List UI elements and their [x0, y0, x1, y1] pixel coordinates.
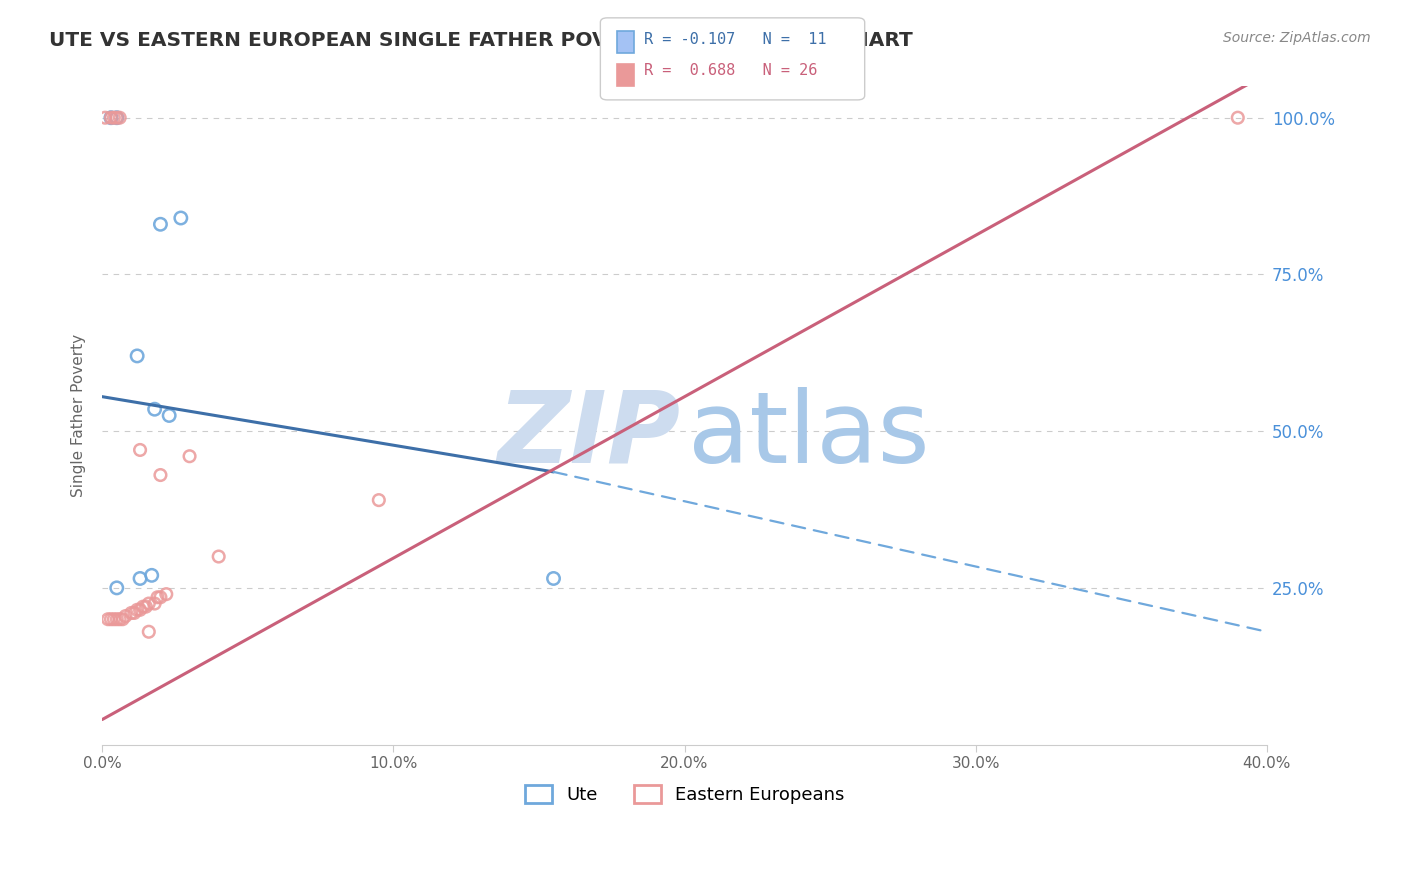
Point	[138, 624, 160, 639]
Point	[127, 349, 149, 363]
Point	[367, 493, 389, 508]
Text: UTE VS EASTERN EUROPEAN SINGLE FATHER POVERTY CORRELATION CHART: UTE VS EASTERN EUROPEAN SINGLE FATHER PO…	[49, 31, 912, 50]
Point	[100, 612, 122, 626]
Point	[135, 599, 157, 614]
Point	[103, 111, 125, 125]
Point	[543, 572, 565, 586]
Text: atlas: atlas	[688, 387, 929, 483]
Point	[1226, 111, 1249, 125]
Point	[149, 468, 172, 483]
Point	[122, 606, 145, 620]
Point	[111, 612, 134, 626]
Text: R = -0.107   N =  11: R = -0.107 N = 11	[644, 32, 827, 46]
Point	[132, 599, 155, 614]
Point	[138, 597, 160, 611]
Point	[105, 581, 128, 595]
Point	[179, 449, 201, 463]
Text: R =  0.688   N = 26: R = 0.688 N = 26	[644, 63, 817, 78]
Point	[157, 409, 180, 423]
Point	[120, 606, 142, 620]
Point	[108, 111, 131, 125]
Point	[155, 587, 177, 601]
Point	[146, 591, 169, 605]
Point	[103, 612, 125, 626]
Point	[105, 111, 128, 125]
Point	[129, 603, 152, 617]
Text: Source: ZipAtlas.com: Source: ZipAtlas.com	[1223, 31, 1371, 45]
Point	[141, 568, 163, 582]
Point	[114, 609, 136, 624]
Point	[129, 572, 152, 586]
Legend: Ute, Eastern Europeans: Ute, Eastern Europeans	[517, 778, 852, 811]
Point	[105, 111, 128, 125]
Point	[143, 597, 166, 611]
Point	[105, 612, 128, 626]
Point	[108, 612, 131, 626]
Point	[97, 612, 120, 626]
Text: ZIP: ZIP	[498, 387, 681, 483]
Point	[149, 591, 172, 605]
Point	[208, 549, 231, 564]
Point	[100, 111, 122, 125]
Point	[100, 111, 122, 125]
Point	[127, 603, 149, 617]
Point	[149, 217, 172, 231]
Point	[129, 442, 152, 457]
Point	[143, 402, 166, 417]
Point	[170, 211, 193, 225]
Y-axis label: Single Father Poverty: Single Father Poverty	[72, 334, 86, 497]
Point	[94, 111, 117, 125]
